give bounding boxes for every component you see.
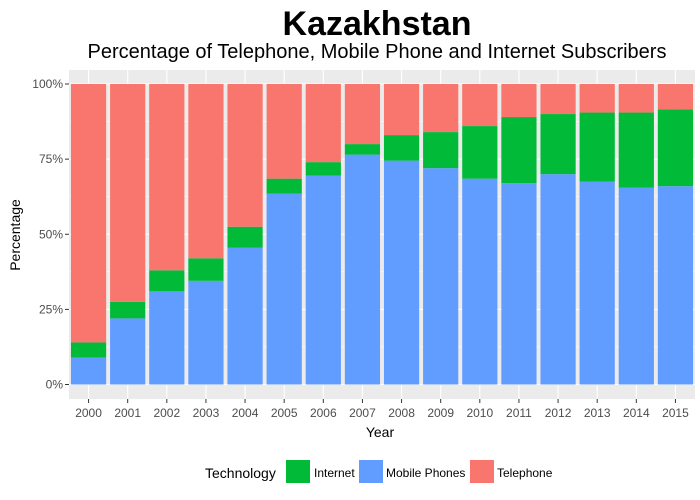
x-tick-label: 2010 (466, 406, 493, 420)
bar-telephone-2002 (149, 84, 185, 271)
bar-telephone-2003 (188, 84, 224, 259)
bar-internet-2002 (149, 270, 185, 292)
bar-telephone-2009 (423, 84, 459, 133)
x-tick-label: 2006 (310, 406, 337, 420)
bar-mobile-phones-2008 (383, 160, 420, 385)
bar-internet-2011 (501, 117, 537, 184)
bar-telephone-2010 (462, 84, 498, 127)
legend: Technology Internet Mobile Phones Teleph… (205, 460, 553, 483)
legend-label-internet: Internet (314, 466, 355, 480)
bar-internet-2001 (110, 301, 146, 319)
bar-internet-2009 (423, 132, 459, 169)
bar-mobile-phones-2000 (70, 357, 107, 385)
x-tick-label: 2009 (427, 406, 454, 420)
bar-mobile-phones-2012 (540, 174, 576, 385)
y-tick-label: 50% (39, 227, 63, 241)
bar-internet-2008 (383, 135, 420, 161)
bar-internet-2013 (579, 112, 615, 182)
bar-internet-2004 (227, 226, 263, 248)
x-tick-label: 2014 (623, 406, 650, 420)
bar-internet-2014 (618, 112, 654, 188)
y-tick-label: 75% (39, 152, 63, 166)
bar-mobile-phones-2002 (149, 291, 185, 385)
bar-telephone-2013 (579, 84, 615, 113)
bar-telephone-2015 (657, 84, 694, 110)
bar-telephone-2008 (383, 84, 420, 136)
x-tick-label: 2004 (232, 406, 259, 420)
bar-internet-2006 (305, 162, 341, 176)
x-tick-label: 2007 (349, 406, 376, 420)
bar-internet-2010 (462, 126, 498, 179)
bar-telephone-2000 (70, 84, 107, 343)
bar-telephone-2012 (540, 84, 576, 115)
y-axis-ticks: 0% 25% 50% 75% 100% (32, 77, 69, 392)
legend-swatch-telephone (470, 460, 494, 483)
bar-mobile-phones-2010 (462, 178, 498, 385)
x-tick-label: 2002 (153, 406, 180, 420)
bar-telephone-2014 (618, 84, 654, 113)
bar-internet-2015 (657, 109, 694, 187)
bar-mobile-phones-2013 (579, 181, 615, 385)
y-tick-label: 25% (39, 302, 63, 316)
bar-telephone-2006 (305, 84, 341, 163)
x-tick-label: 2000 (75, 406, 102, 420)
bar-mobile-phones-2001 (110, 318, 146, 385)
bars (70, 84, 694, 385)
legend-label-mobile-phones: Mobile Phones (386, 466, 465, 480)
bar-internet-2003 (188, 258, 224, 281)
x-tick-label: 2013 (584, 406, 611, 420)
bar-internet-2012 (540, 114, 576, 175)
bar-internet-2007 (344, 144, 381, 155)
x-tick-label: 2008 (388, 406, 415, 420)
bar-mobile-phones-2011 (501, 183, 537, 385)
bar-telephone-2004 (227, 84, 263, 227)
bar-telephone-2011 (501, 84, 537, 118)
bar-telephone-2007 (344, 84, 381, 145)
bar-mobile-phones-2004 (227, 247, 263, 385)
bar-mobile-phones-2015 (657, 186, 694, 385)
x-tick-label: 2005 (271, 406, 298, 420)
bar-mobile-phones-2009 (423, 168, 459, 385)
legend-swatch-internet (286, 460, 310, 483)
legend-title: Technology (205, 465, 276, 481)
x-tick-label: 2015 (662, 406, 689, 420)
x-tick-label: 2012 (545, 406, 572, 420)
legend-swatch-mobile-phones (359, 460, 383, 483)
bar-mobile-phones-2003 (188, 280, 224, 385)
legend-label-telephone: Telephone (497, 466, 553, 480)
x-axis-title: Year (366, 424, 395, 440)
bar-internet-2005 (266, 178, 302, 194)
y-tick-label: 0% (46, 378, 64, 392)
bar-internet-2000 (70, 342, 107, 358)
bar-mobile-phones-2014 (618, 187, 654, 385)
chart-subtitle: Percentage of Telephone, Mobile Phone an… (88, 41, 667, 63)
x-axis-ticks: 2000 2001 2002 2003 2004 2005 2006 2007 2008 2009… (75, 399, 689, 420)
chart-title: Kazakhstan (283, 5, 472, 43)
x-tick-label: 2001 (114, 406, 141, 420)
y-axis-title: Percentage (7, 199, 23, 271)
x-tick-label: 2003 (193, 406, 220, 420)
x-tick-label: 2011 (506, 406, 532, 420)
bar-mobile-phones-2006 (305, 175, 341, 385)
bar-mobile-phones-2005 (266, 193, 302, 385)
bar-telephone-2001 (110, 84, 146, 302)
bar-telephone-2005 (266, 84, 302, 179)
y-tick-label: 100% (32, 77, 63, 91)
bar-mobile-phones-2007 (344, 154, 381, 385)
